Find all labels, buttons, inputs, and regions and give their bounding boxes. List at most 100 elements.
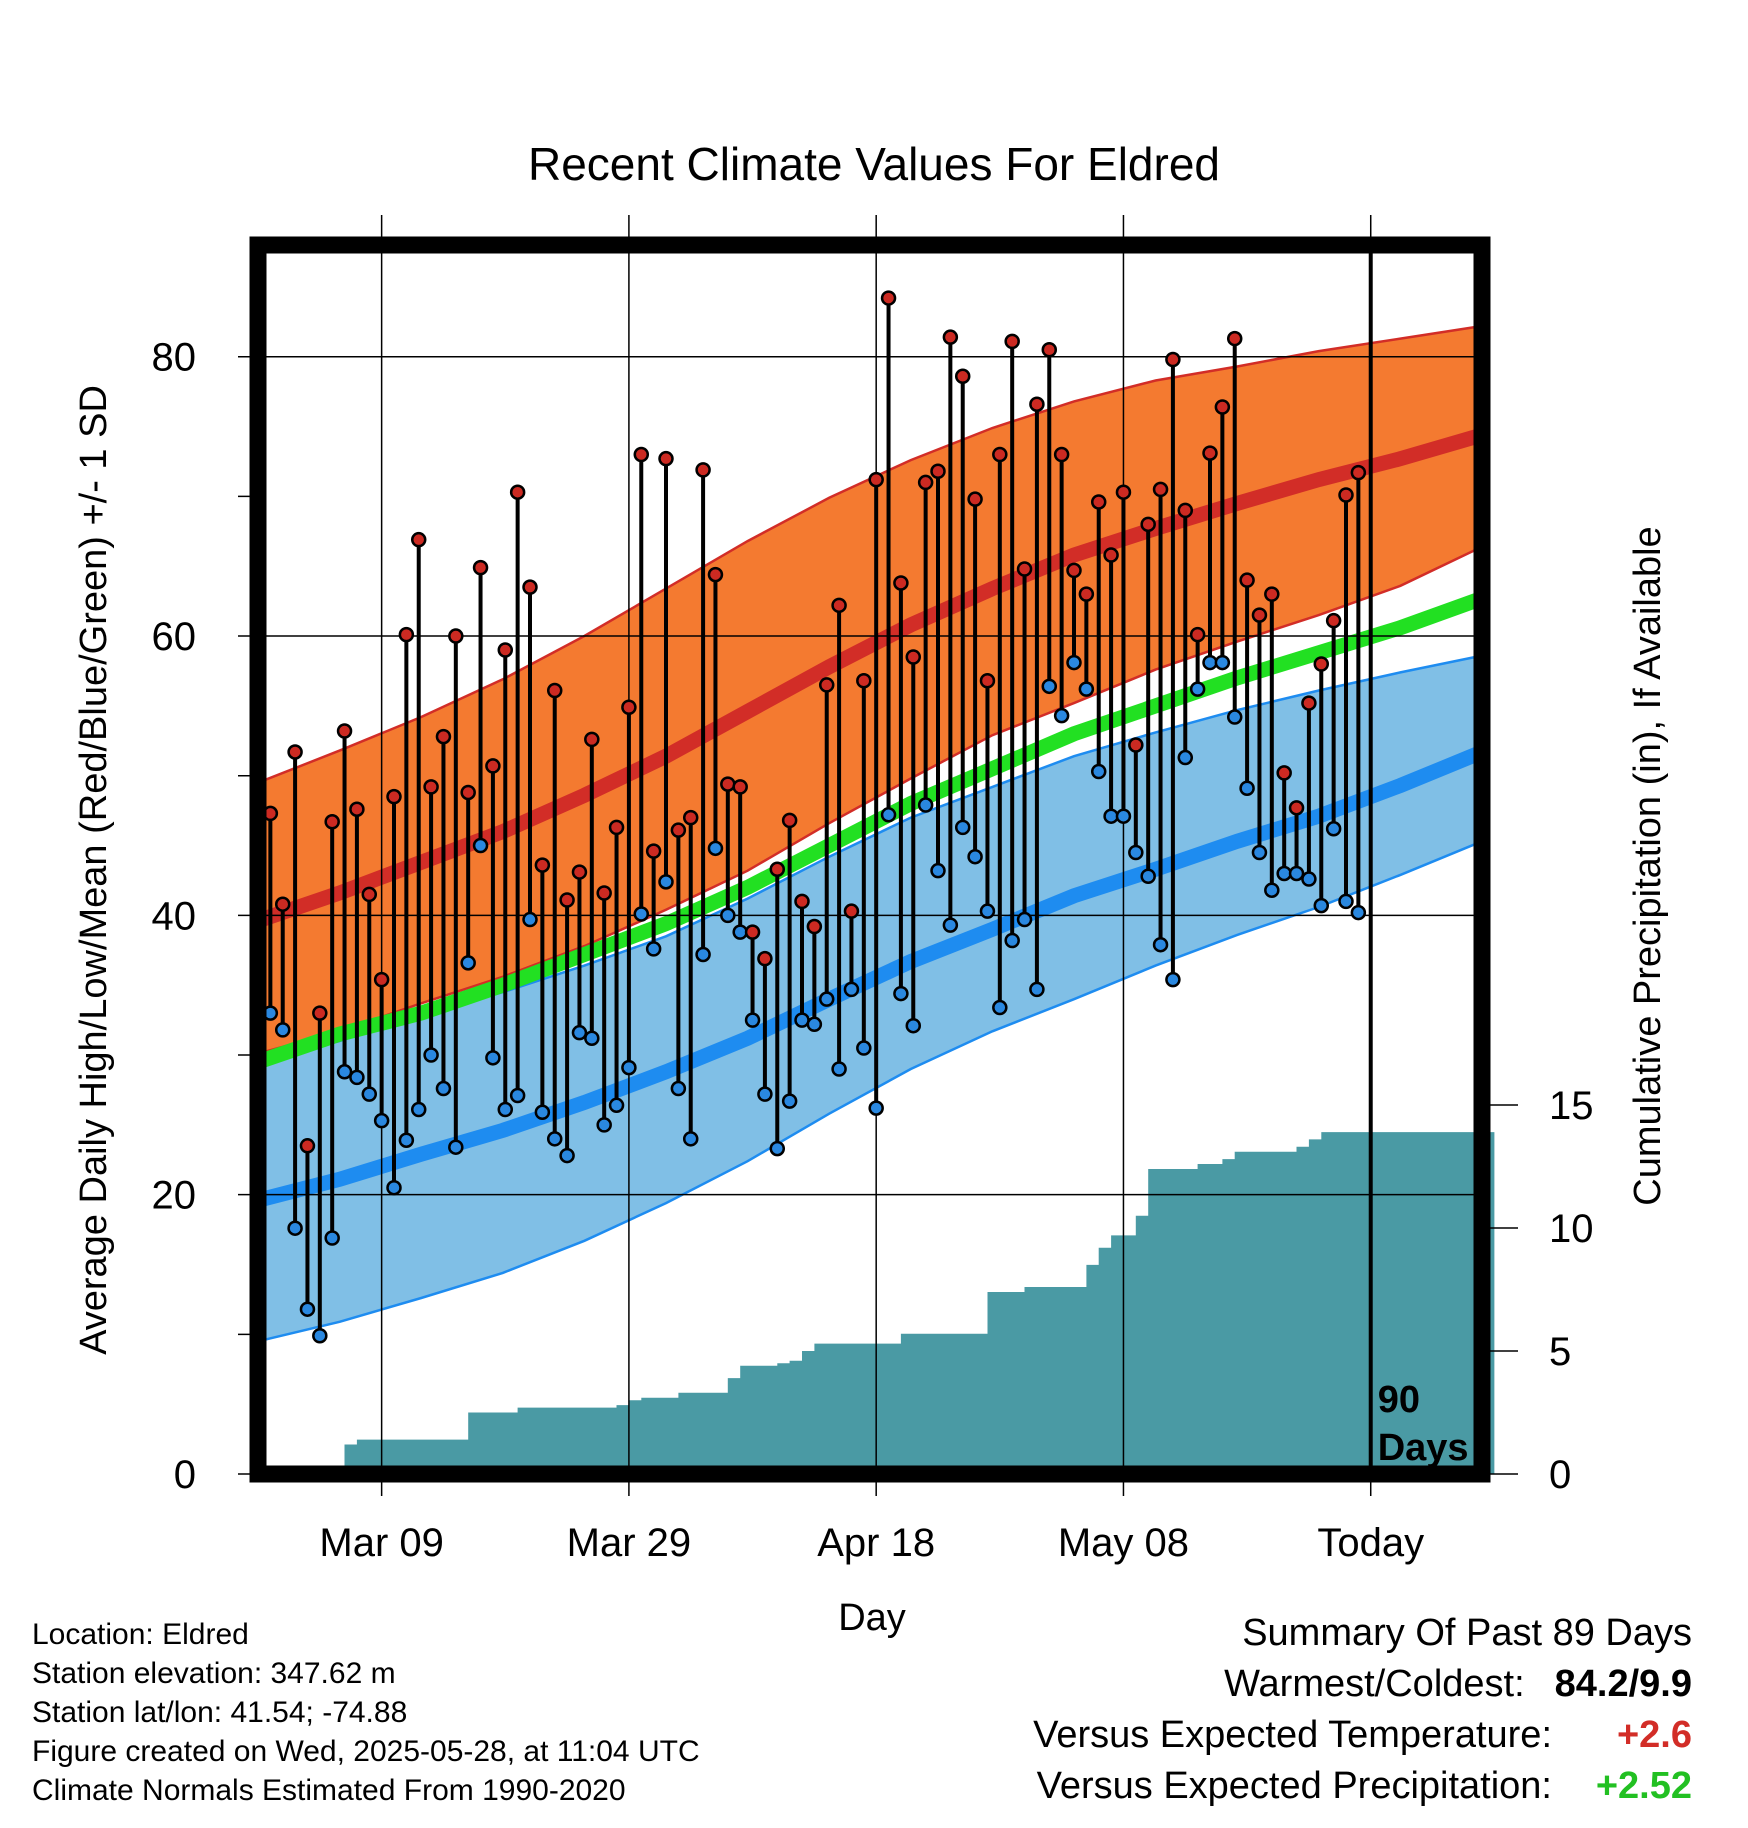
- daily-high-point: [1128, 737, 1144, 753]
- precip-cumulative-area: [258, 1132, 1495, 1474]
- daily-low-point: [893, 985, 909, 1002]
- daily-high-point: [299, 1138, 316, 1154]
- daily-high-point: [312, 1005, 328, 1021]
- normals-text: Climate Normals Estimated From 1990-2020: [32, 1774, 626, 1807]
- daily-low-point: [645, 941, 662, 957]
- daily-high-point: [596, 885, 612, 901]
- daily-low-point: [942, 917, 959, 933]
- daily-high-point: [645, 843, 662, 859]
- daily-high-point: [732, 779, 748, 795]
- daily-low-point: [485, 1050, 501, 1066]
- daily-low-point: [744, 1012, 761, 1028]
- summary-precip: Versus Expected Precipitation: +2.52: [1033, 1765, 1692, 1816]
- daily-high-point: [1165, 351, 1181, 368]
- y-tick-label-right: 10: [1549, 1207, 1594, 1251]
- daily-high-point: [1004, 333, 1020, 350]
- plot-border: [249, 236, 1491, 1483]
- daily-high-point: [992, 446, 1008, 463]
- daily-low-point: [843, 981, 860, 998]
- daily-low-point: [905, 1017, 922, 1034]
- daily-low-point: [312, 1327, 328, 1344]
- daily-low-point: [917, 797, 934, 813]
- daily-high-point: [1078, 586, 1095, 602]
- y-axis-label-left: Average Daily High/Low/Mean (Red/Blue/Gr…: [73, 385, 115, 1355]
- daily-low-point: [794, 1012, 810, 1028]
- daily-high-point: [1066, 562, 1082, 579]
- daily-high-point: [905, 649, 922, 665]
- daily-high-point: [757, 950, 773, 967]
- daily-high-point: [287, 744, 303, 760]
- daily-low-point: [435, 1080, 452, 1097]
- daily-high-point: [386, 788, 402, 805]
- temp-label: Versus Expected Temperature:: [1033, 1714, 1552, 1756]
- daily-high-point: [831, 597, 847, 614]
- daily-high-point: [534, 857, 551, 873]
- daily-high-point: [410, 531, 427, 548]
- station-info: Location: Eldred Station elevation: 347.…: [32, 1615, 700, 1810]
- daily-high-point: [670, 822, 687, 838]
- daily-low-point: [1165, 971, 1181, 988]
- daily-high-point: [1251, 607, 1268, 623]
- daily-low-point: [287, 1220, 303, 1236]
- daily-low-point: [1066, 654, 1082, 671]
- daily-high-point: [868, 471, 884, 488]
- daily-low-point: [769, 1140, 786, 1157]
- y-tick-label-right: 15: [1549, 1084, 1594, 1128]
- summary-panel: Summary Of Past 89 Days Warmest/Coldest:…: [1033, 1612, 1692, 1816]
- daily-low-point: [472, 837, 489, 854]
- daily-low-point: [336, 1064, 353, 1080]
- precip-label: Versus Expected Precipitation:: [1036, 1765, 1552, 1807]
- daily-low-point: [621, 1059, 637, 1076]
- daily-high-point: [942, 329, 959, 345]
- mean-normal-line: [255, 591, 1485, 1070]
- daily-low-point: [596, 1117, 612, 1133]
- daily-high-point: [707, 566, 724, 583]
- daily-high-point: [695, 462, 711, 478]
- y-tick-label-left: 80: [152, 336, 197, 380]
- daily-low-point: [274, 1022, 291, 1038]
- daily-high-point: [1115, 484, 1132, 500]
- y-tick-label-left: 20: [152, 1174, 197, 1218]
- daily-low-point: [1128, 844, 1144, 861]
- daily-low-point: [732, 924, 748, 940]
- daily-low-point: [831, 1061, 847, 1077]
- daily-low-point: [349, 1069, 365, 1086]
- daily-high-point: [522, 579, 538, 595]
- daily-low-point: [1214, 654, 1231, 671]
- daily-low-point: [658, 874, 674, 890]
- daily-high-point: [1264, 586, 1280, 602]
- daily-low-point: [386, 1179, 402, 1196]
- daily-low-point: [1115, 808, 1132, 824]
- x-tick-label: Apr 18: [817, 1521, 935, 1565]
- daily-low-point: [546, 1131, 563, 1147]
- daily-low-point: [682, 1131, 699, 1147]
- daily-low-point: [299, 1301, 316, 1317]
- created-text: Figure created on Wed, 2025-05-28, at 11…: [32, 1735, 700, 1768]
- elevation-text: Station elevation: 347.62 m: [32, 1657, 396, 1690]
- daily-low-point: [1202, 654, 1218, 671]
- daily-high-point: [967, 491, 983, 507]
- daily-low-point: [1264, 882, 1280, 898]
- daily-high-point: [1288, 800, 1305, 816]
- daily-low-point: [1103, 808, 1119, 824]
- x-tick-label: May 08: [1058, 1521, 1189, 1565]
- y-tick-label-right: 0: [1549, 1453, 1571, 1497]
- daily-high-point: [1301, 695, 1317, 711]
- daily-low-point: [448, 1139, 464, 1155]
- daily-high-point: [1276, 765, 1292, 781]
- daily-high-point: [423, 779, 439, 795]
- daily-high-point: [1041, 341, 1058, 358]
- summary-heading: Summary Of Past 89 Days: [1242, 1612, 1692, 1654]
- daily-low-point: [559, 1147, 575, 1164]
- daily-high-point: [856, 672, 872, 689]
- daily-low-point: [880, 807, 897, 823]
- daily-high-point: [769, 861, 786, 878]
- daily-high-point: [794, 893, 810, 910]
- y-tick-label-left: 40: [152, 894, 197, 938]
- daily-high-point: [621, 699, 637, 716]
- daily-high-point: [1350, 464, 1367, 481]
- daily-high-point: [633, 446, 650, 463]
- axis-ticks: Mar 09 Mar 29 Apr 18 May 08 Today 0 20 40 60 80 0 5…: [152, 336, 1594, 1565]
- daily-low-point: [1350, 904, 1367, 921]
